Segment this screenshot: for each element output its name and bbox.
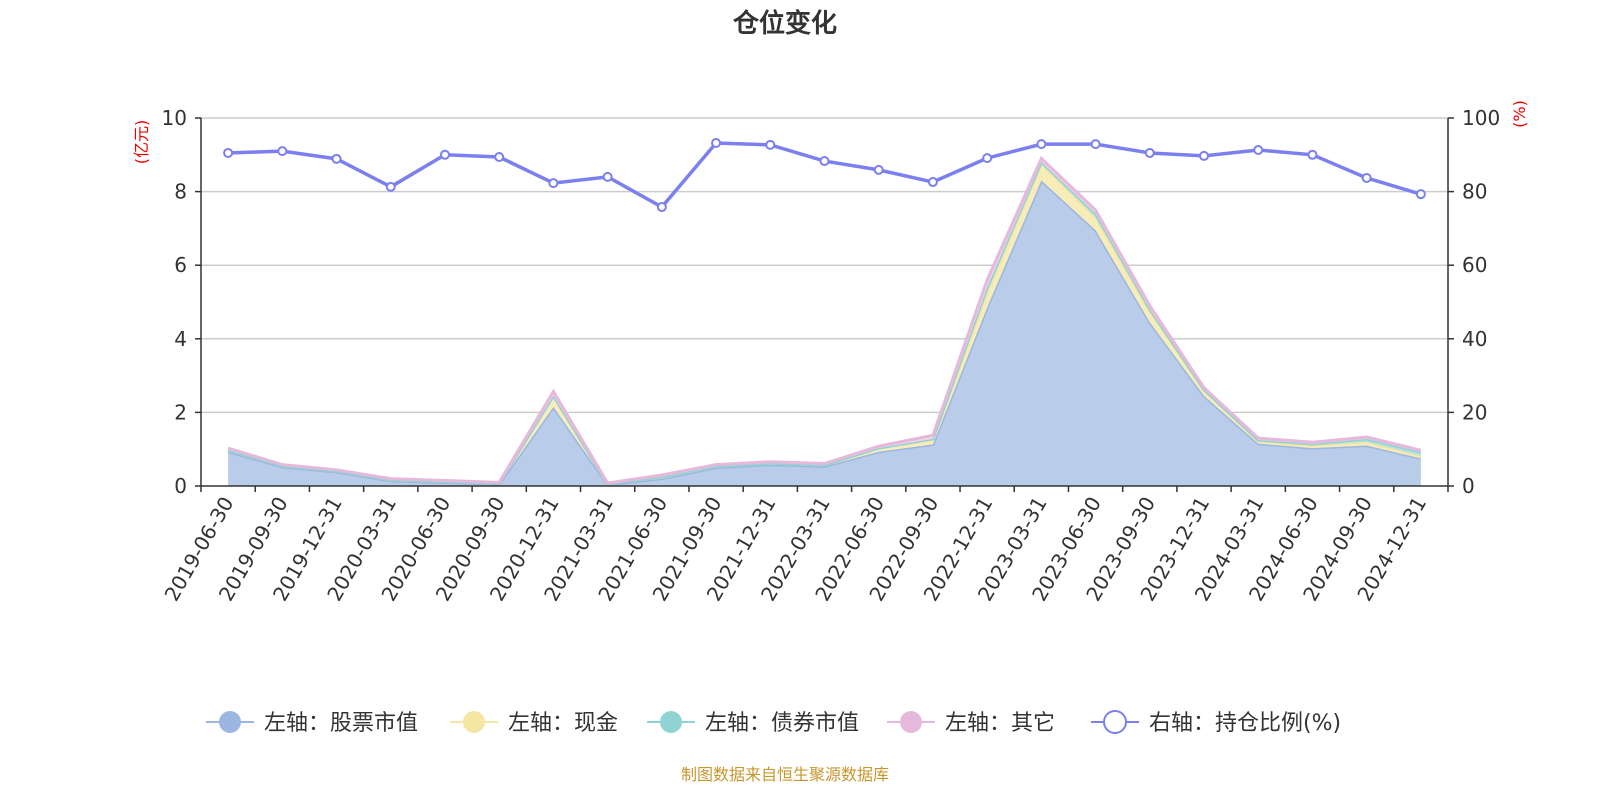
chart-title: 仓位变化 [732,8,837,39]
legend-item[interactable]: 左轴：债券市值 [647,711,859,736]
ratio-point [1361,172,1372,183]
legend-label: 左轴：股票市值 [264,711,418,736]
ratio-line [228,141,1422,210]
ratio-point [765,139,776,150]
legend-label: 右轴：持仓比例(%) [1149,711,1341,736]
left-axis-label: (亿元) [132,120,151,165]
right-tick-label: 60 [1462,253,1487,277]
ratio-point [1307,149,1318,160]
right-axis-label: (%) [1510,100,1529,128]
ratio-point [439,149,450,160]
legend-item[interactable]: 左轴：股票市值 [206,711,418,736]
legend-item[interactable]: 右轴：持仓比例(%) [1091,710,1341,736]
legend-label: 左轴：债券市值 [705,711,859,736]
legend-circle-icon [660,711,682,733]
legend-circle-icon [219,711,241,733]
ratio-point [1090,139,1101,150]
left-tick-label: 10 [162,106,187,130]
legend-item[interactable]: 左轴：其它 [887,711,1055,736]
right-tick-label: 40 [1462,327,1487,351]
ratio-point [656,202,667,213]
legend-label: 左轴：现金 [508,711,618,736]
ratio-point [223,147,234,158]
ratio-point [548,178,559,189]
area-line-左轴：其它 [227,155,1422,485]
left-tick-label: 6 [174,253,187,277]
legend-item[interactable]: 左轴：现金 [450,711,618,736]
ratio-point [982,153,993,164]
ratio-point [927,177,938,188]
ratio-point [1036,139,1047,150]
ratio-point [385,181,396,192]
ratio-point [1144,147,1155,158]
ratio-point [1199,150,1210,161]
ratio-point [331,153,342,164]
legend-label: 左轴：其它 [945,711,1055,736]
right-tick-label: 100 [1462,106,1500,130]
right-tick-label: 0 [1462,474,1475,498]
ratio-point [1253,145,1264,156]
ratio-point [1415,189,1426,200]
ratio-point [873,164,884,175]
ratio-point [711,138,722,149]
legend-circle-icon [463,711,485,733]
footer-source: 制图数据来自恒生聚源数据库 [681,765,889,784]
ratio-point [819,156,830,167]
right-tick-label: 20 [1462,400,1487,424]
ratio-point [277,146,288,157]
left-tick-label: 4 [174,327,187,351]
ratio-point [494,152,505,163]
left-tick-label: 8 [174,180,187,204]
left-tick-label: 2 [174,400,187,424]
legend-circle-icon [900,711,922,733]
right-tick-label: 80 [1462,180,1487,204]
area-左轴：股票市值 [228,180,1421,486]
left-tick-label: 0 [174,474,187,498]
ratio-point [602,171,613,182]
legend-circle-icon [1103,710,1127,734]
